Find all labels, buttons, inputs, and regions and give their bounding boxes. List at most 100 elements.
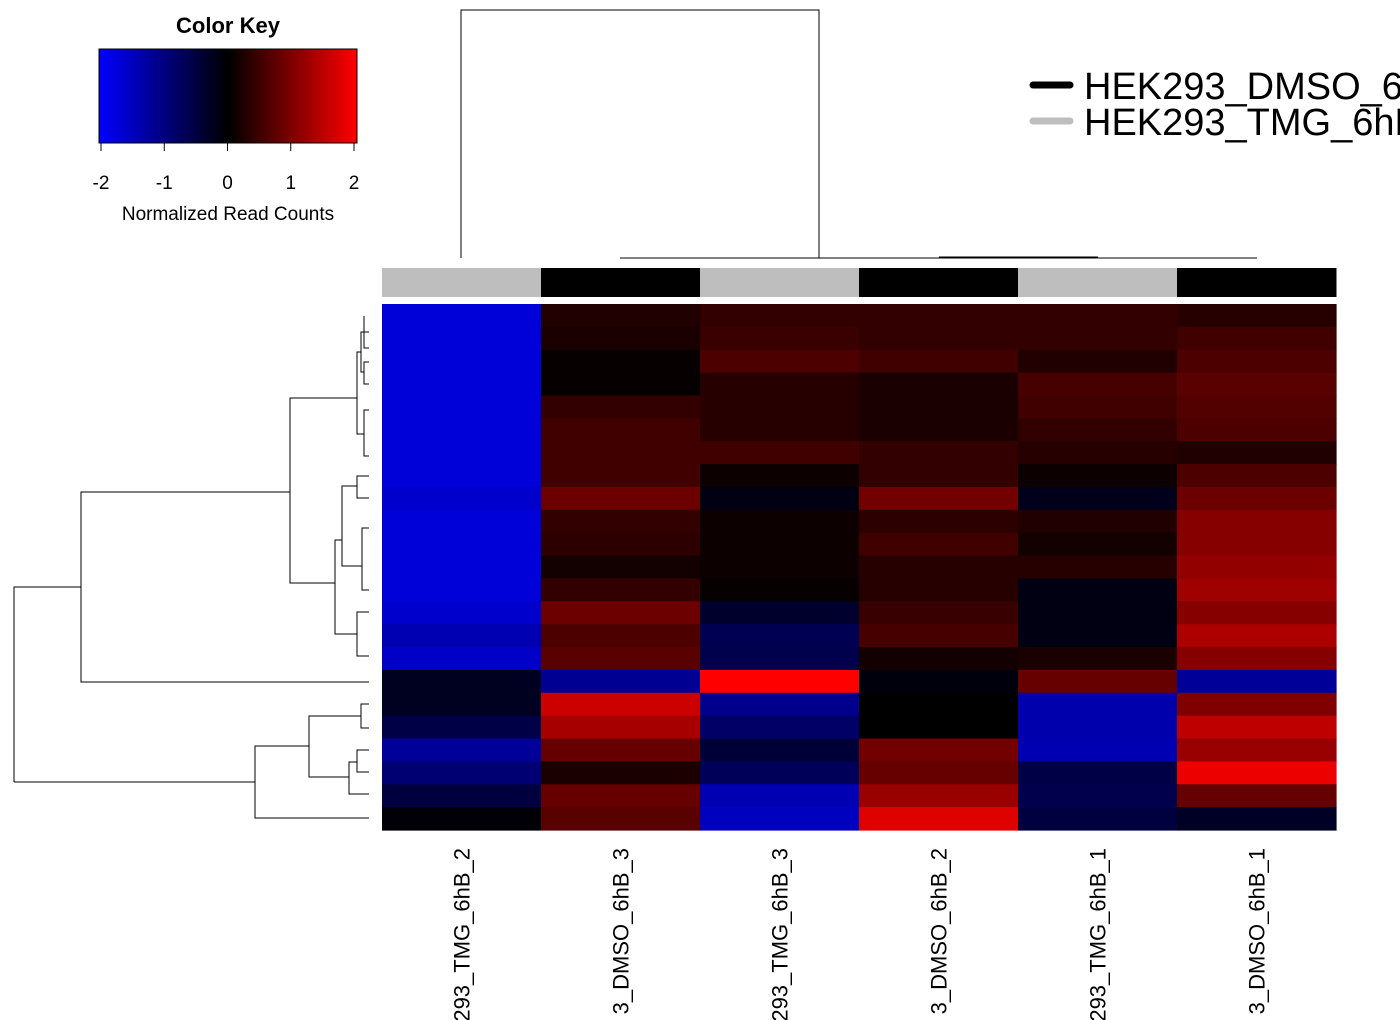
heatmap-cell bbox=[1177, 326, 1337, 351]
heatmap-cell bbox=[859, 578, 1019, 602]
heatmap-cell bbox=[700, 761, 860, 785]
heatmap-cell bbox=[859, 326, 1019, 351]
heatmap-cell bbox=[700, 807, 860, 831]
heatmap-cell bbox=[1018, 509, 1178, 534]
heatmap-cell bbox=[1018, 738, 1178, 762]
column-label: 3_DMSO_6hB_1 bbox=[1245, 848, 1270, 1014]
heatmap-cell bbox=[1018, 647, 1178, 671]
heatmap-cell bbox=[1177, 669, 1337, 694]
color-key-title: Color Key bbox=[176, 13, 281, 38]
heatmap-cell bbox=[859, 601, 1019, 625]
heatmap-cell bbox=[382, 807, 542, 831]
heatmap-cell bbox=[1018, 326, 1178, 351]
heatmap-cell bbox=[700, 624, 860, 648]
heatmap-cell bbox=[700, 692, 860, 717]
heatmap-cell bbox=[859, 441, 1019, 465]
heatmap-cell bbox=[541, 715, 701, 740]
heatmap-cell bbox=[1177, 441, 1337, 465]
heatmap-cell bbox=[1177, 578, 1337, 602]
heatmap-cell bbox=[700, 486, 860, 511]
heatmap-cell bbox=[1018, 441, 1178, 465]
color-key-tick-label: -1 bbox=[156, 173, 173, 194]
color-key-ticks: -2 -1 0 1 2 bbox=[93, 143, 360, 194]
heatmap-cell bbox=[859, 624, 1019, 648]
color-key-xlabel: Normalized Read Counts bbox=[122, 204, 334, 225]
column-labels: 293_TMG_6hB_2 3_DMSO_6hB_3 293_TMG_6hB_3 3_… bbox=[450, 848, 1270, 1020]
heatmap-cell bbox=[1177, 624, 1337, 648]
column-label: 293_TMG_6hB_1 bbox=[1086, 848, 1111, 1020]
heatmap-cell bbox=[541, 601, 701, 625]
heatmap-cell bbox=[541, 692, 701, 717]
heatmap-cell bbox=[541, 555, 701, 580]
color-key-tick-label: -2 bbox=[93, 173, 110, 194]
color-key-gradient bbox=[98, 48, 358, 144]
heatmap-cell bbox=[700, 509, 860, 534]
column-side-color bbox=[541, 268, 701, 297]
heatmap-cell bbox=[1177, 486, 1337, 511]
heatmap-cell bbox=[700, 578, 860, 602]
heatmap-cell bbox=[1018, 304, 1178, 328]
heatmap-cell bbox=[859, 304, 1019, 328]
heatmap-cell bbox=[541, 784, 701, 808]
heatmap-cell bbox=[1018, 418, 1178, 442]
heatmap-cell bbox=[859, 418, 1019, 442]
heatmap-cell bbox=[541, 372, 701, 397]
heatmap-cell bbox=[1018, 807, 1178, 831]
heatmap-cell bbox=[1018, 349, 1178, 374]
heatmap-cell bbox=[859, 372, 1019, 397]
heatmap-cell bbox=[1018, 532, 1178, 557]
legend-label: HEK293_DMSO_6h bbox=[1084, 66, 1400, 108]
heatmap-cell bbox=[859, 464, 1019, 488]
heatmap-cell bbox=[382, 395, 542, 419]
heatmap-cell bbox=[700, 532, 860, 557]
heatmap-cell bbox=[541, 349, 701, 374]
heatmap-cell bbox=[859, 395, 1019, 419]
column-side-color bbox=[700, 268, 860, 297]
heatmap-cell bbox=[382, 669, 542, 694]
heatmap-cell bbox=[382, 372, 542, 397]
heatmap-cell bbox=[541, 738, 701, 762]
heatmap-cell bbox=[1177, 738, 1337, 762]
heatmap-cell bbox=[382, 624, 542, 648]
heatmap-cell bbox=[859, 555, 1019, 580]
heatmap-cell bbox=[541, 807, 701, 831]
heatmap-cell bbox=[382, 418, 542, 442]
heatmap-cell bbox=[382, 304, 542, 328]
heatmap-cell bbox=[541, 509, 701, 534]
heatmap-cell bbox=[859, 807, 1019, 831]
heatmap-cell bbox=[541, 395, 701, 419]
heatmap-cell bbox=[382, 555, 542, 580]
heatmap-cell bbox=[1177, 647, 1337, 671]
heatmap-cell bbox=[700, 669, 860, 694]
heatmap-cell bbox=[382, 464, 542, 488]
column-side-colors bbox=[382, 268, 1337, 297]
column-side-color bbox=[1018, 268, 1178, 297]
color-key-tick-label: 2 bbox=[349, 173, 360, 194]
heatmap-cell bbox=[382, 532, 542, 557]
heatmap-cell bbox=[541, 624, 701, 648]
heatmap-cell bbox=[382, 349, 542, 374]
column-side-color bbox=[382, 268, 542, 297]
heatmap-cell bbox=[1177, 715, 1337, 740]
heatmap-cell bbox=[700, 555, 860, 580]
heatmap-cell bbox=[382, 601, 542, 625]
heatmap-cell bbox=[859, 349, 1019, 374]
heatmap-cells bbox=[382, 304, 1337, 831]
heatmap-cell bbox=[700, 464, 860, 488]
column-label: 3_DMSO_6hB_2 bbox=[927, 848, 952, 1014]
heatmap-cell bbox=[541, 441, 701, 465]
heatmap-cell bbox=[382, 486, 542, 511]
legend-label: HEK293_TMG_6hB bbox=[1084, 102, 1400, 144]
heatmap-cell bbox=[859, 486, 1019, 511]
heatmap-cell bbox=[1018, 669, 1178, 694]
heatmap-cell bbox=[859, 669, 1019, 694]
heatmap-cell bbox=[1018, 761, 1178, 785]
heatmap-cell bbox=[1177, 464, 1337, 488]
heatmap-cell bbox=[382, 578, 542, 602]
heatmap-cell bbox=[382, 647, 542, 671]
heatmap-cell bbox=[859, 509, 1019, 534]
heatmap-cell bbox=[1018, 555, 1178, 580]
column-label: 3_DMSO_6hB_3 bbox=[609, 848, 634, 1014]
heatmap-cell bbox=[700, 349, 860, 374]
heatmap-cell bbox=[1177, 761, 1337, 785]
